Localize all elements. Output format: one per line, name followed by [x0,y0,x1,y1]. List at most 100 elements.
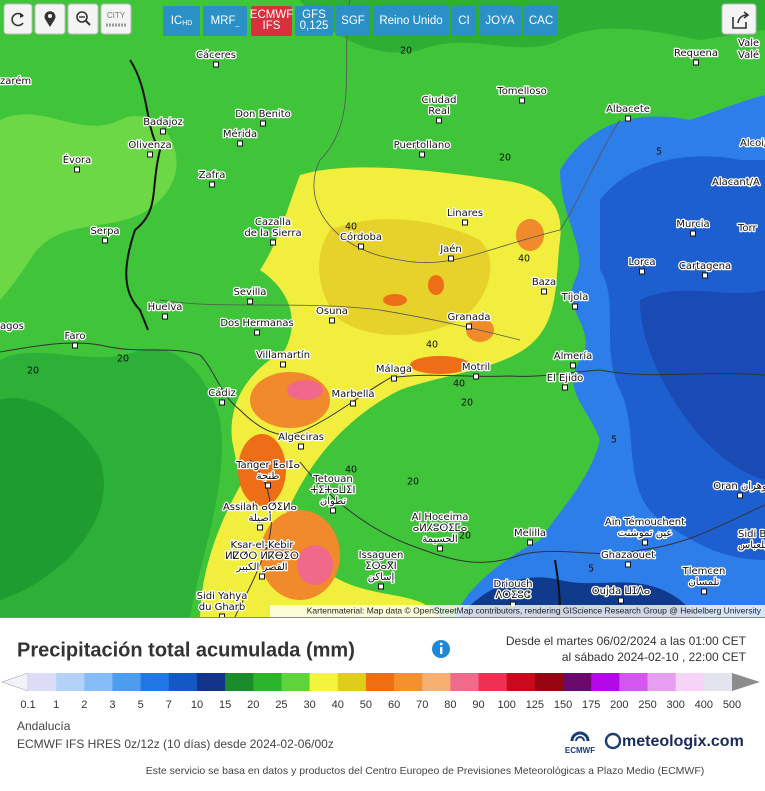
city-marker [329,317,335,324]
city-marker [618,597,624,604]
city-label: Marbella [331,389,374,400]
model-button-text: SGF [341,15,365,27]
city-marker [254,329,260,336]
city-label: ⴷⵔⵉⵓⵛ [495,590,530,601]
city-label: Albacete [606,104,650,115]
city-label: Oujda ⵡⵊⴷⴰ [592,586,651,597]
model-button[interactable] [163,6,200,36]
date-from: Desde el martes 06/02/2024 a las 01:00 C… [506,634,747,648]
legend-swatch [563,673,592,691]
city-marker [419,151,425,158]
model-button-label: GFS [302,9,326,21]
legend-swatch [591,673,620,691]
model-button-sub: HD [182,20,192,27]
legend-swatch [309,673,339,691]
city-marker [280,361,286,368]
model-button-label: 0,125 [300,20,329,32]
city-marker [209,181,215,188]
model-button[interactable] [452,6,476,36]
city-marker [448,255,454,262]
city-label: إساكن [368,572,395,583]
city-marker [541,288,547,295]
city-marker [162,313,168,320]
legend-label: 25 [275,699,287,711]
city-marker [391,375,397,382]
city-label: Tíjola [561,291,589,303]
model-button[interactable] [295,6,333,36]
precip-map [0,0,765,620]
city-marker [570,362,576,369]
city-marker [160,128,166,135]
ecmwf-logo: ECMWF [565,731,595,755]
model-button-text: IC [171,15,183,27]
legend-label: 20 [247,699,259,711]
legend-swatch [140,673,170,691]
city-marker [701,588,707,595]
model-button[interactable] [336,6,370,36]
city-marker [147,151,153,158]
city-label: سيدي بلعباس [738,540,765,551]
city-marker [257,524,263,531]
refresh-button[interactable] [3,3,33,35]
contour-label: 40 [345,465,357,476]
model-button[interactable] [479,6,521,36]
zoom-button[interactable] [67,3,99,35]
model-button-label: CAC [529,15,553,27]
contour-label: 20 [461,398,473,409]
city-label: Ghazaouet [601,550,655,561]
city-label: عين تموشنت [618,528,673,539]
city-label: Zafra [199,170,226,181]
city-label: Don Benito [235,109,291,120]
legend-label: 200 [610,699,628,711]
model-button[interactable] [203,6,247,36]
legend-swatch [56,673,85,691]
model-button[interactable] [251,6,292,36]
city-marker [213,61,219,68]
legend-swatch [196,673,226,691]
city-label: Cádiz [208,387,236,399]
city-label: Valé [738,49,759,61]
model-button-label: CI [458,15,470,27]
model-button[interactable] [524,6,558,36]
legend-swatch [225,673,254,691]
city-marker [247,298,253,305]
city-marker [572,303,578,310]
city-label: Linares [447,208,483,219]
legend-swatch [506,673,536,691]
city-label: Sidi Bel A [738,529,765,540]
city-marker [737,492,743,499]
date-to: al sábado 2024-02-10 , 22:00 CET [562,650,747,664]
city-label: ⵉⵙⴰⴳⵏ [365,561,396,572]
city-label: ⴰⵍⵃⵓⵙⵉⵎⴰ [413,523,467,534]
legend-swatch [478,673,508,691]
city-label: Ciudad [422,95,457,106]
city-label: Vale [738,38,759,49]
ecmwf-label: ECMWF [565,746,595,755]
legend-label: 15 [219,699,231,711]
model-button-label: ICHD [171,15,193,27]
city-button-label: CITY [107,11,126,20]
panel [0,617,765,786]
model-button[interactable] [373,6,449,36]
city-marker [702,272,708,279]
legend-label: 175 [582,699,600,711]
city-label: تلمسان [688,577,719,588]
city-label: Lorca [628,257,655,268]
panel-title: Precipitación total acumulada (mm) [17,639,355,661]
legend-swatch [703,673,733,691]
legend-label: 5 [138,699,144,711]
city-button[interactable] [100,3,132,35]
model-button-text: CAC [529,15,553,27]
legend-swatch [647,673,677,691]
model-button-label: MRF_ [211,15,240,27]
city-marker [219,399,225,406]
legend-label: 400 [695,699,713,711]
legend-label: 60 [388,699,400,711]
model-info: ECMWF IFS HRES 0z/12z (10 días) desde 20… [17,737,334,751]
legend-swatch [450,673,480,691]
city-label: Tlemcen [682,566,726,577]
legend-label: 50 [360,699,372,711]
legend-label: 150 [554,699,572,711]
legend-swatch [281,673,311,691]
